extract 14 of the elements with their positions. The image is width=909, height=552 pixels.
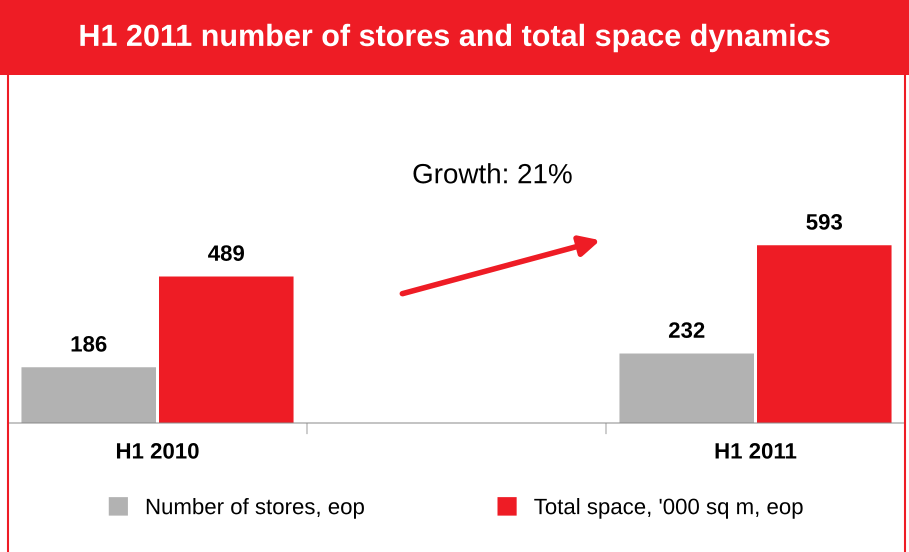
data-label: 186 xyxy=(72,336,106,352)
data-label: 593 xyxy=(806,214,842,230)
bar xyxy=(619,353,754,423)
legend-label: Total space, '000 sq m, eop xyxy=(534,498,803,519)
x-tick-label: H1 2010 xyxy=(116,443,199,459)
data-label: 232 xyxy=(668,322,704,338)
bar xyxy=(21,367,156,423)
bar xyxy=(158,276,294,423)
bar xyxy=(756,245,892,423)
legend-label: Number of stores, eop xyxy=(146,498,364,519)
text: Growth: 21% xyxy=(414,163,572,184)
x-tick-label: H1 2011 xyxy=(716,443,796,459)
data-label: 489 xyxy=(208,245,244,261)
chart-title: H1 2011 number of stores and total space dynamics xyxy=(80,24,830,52)
